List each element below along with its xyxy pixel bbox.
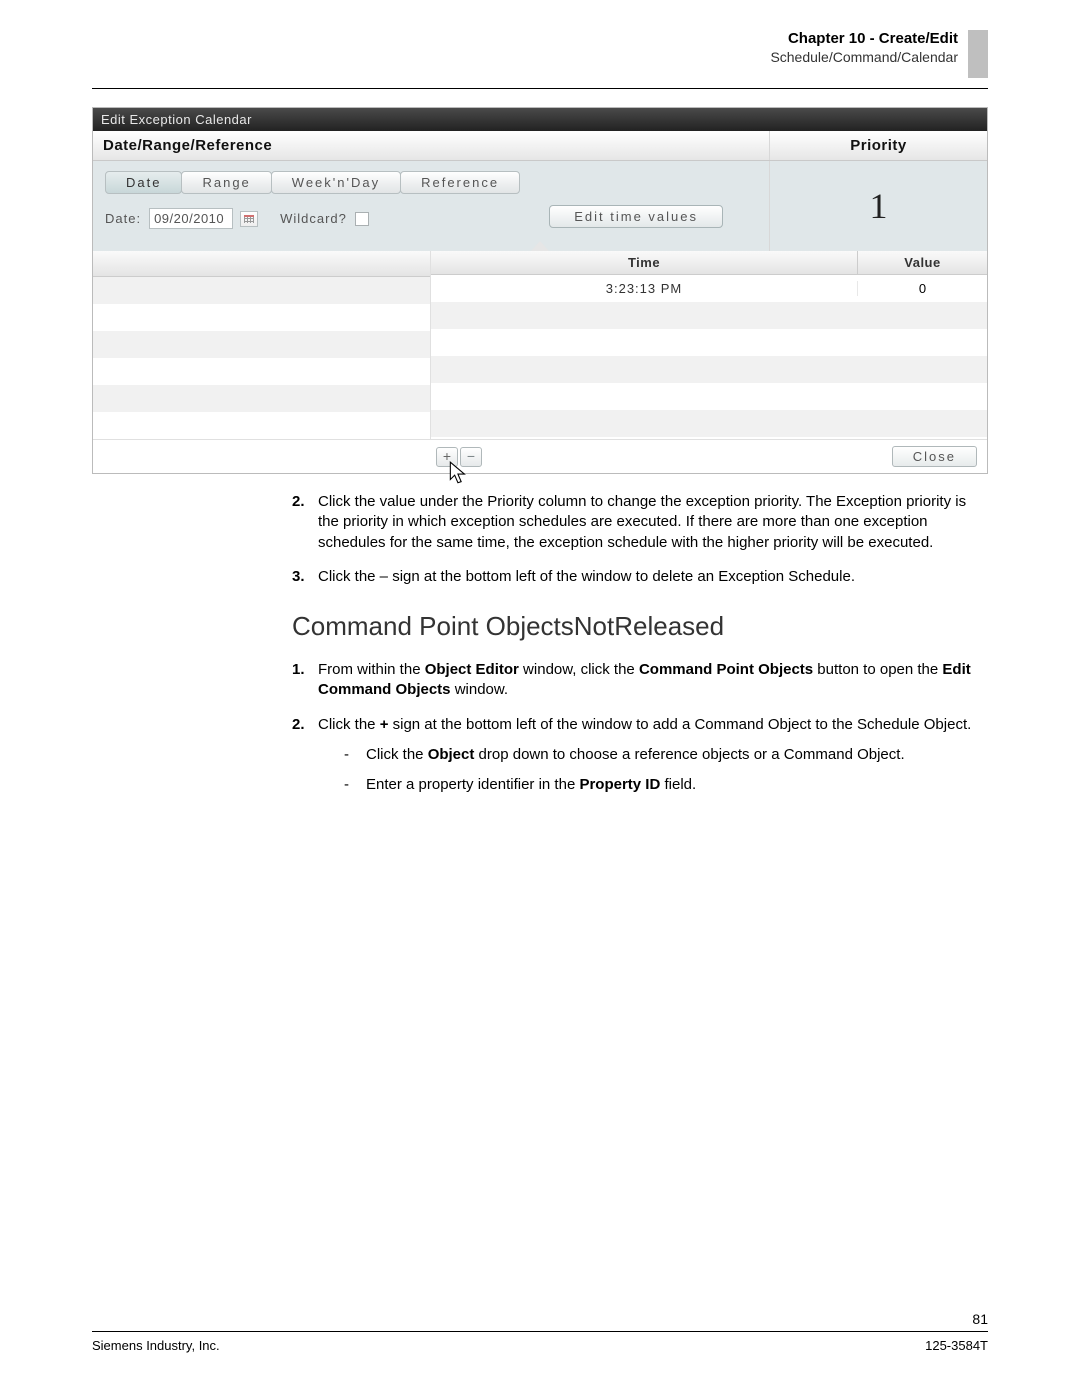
priority-value[interactable]: 1 (870, 185, 888, 227)
document-body: 2. Click the value under the Priority co… (292, 492, 978, 805)
date-input[interactable]: 09/20/2010 (149, 208, 233, 229)
tab-range[interactable]: Range (181, 171, 271, 194)
chapter-subtitle: Schedule/Command/Calendar (770, 49, 958, 65)
text-span: window, click the (519, 661, 639, 678)
col-time: Time (431, 251, 857, 274)
step-number: 1. (292, 660, 318, 701)
tab-date[interactable]: Date (105, 171, 182, 194)
bullet-dash: - (344, 775, 366, 795)
sub-text: Enter a property identifier in the Prope… (366, 775, 696, 795)
grid-spacer (93, 251, 430, 439)
table-row[interactable] (431, 383, 987, 410)
table-row[interactable] (431, 356, 987, 383)
text-span: Click the (366, 746, 428, 763)
chapter-title: Chapter 10 - Create/Edit (770, 30, 958, 47)
col-value: Value (857, 251, 987, 274)
text-span: From within the (318, 661, 425, 678)
table-row[interactable] (431, 329, 987, 356)
cell-value[interactable]: 0 (857, 281, 987, 296)
step-text: Click the – sign at the bottom left of t… (318, 567, 978, 587)
footer-left: Siemens Industry, Inc. (92, 1338, 220, 1353)
header-tab-marker (968, 30, 988, 78)
calendar-icon[interactable] (240, 211, 258, 227)
bullet-dash: - (344, 745, 366, 765)
window-title: Edit Exception Calendar (93, 108, 987, 131)
popover-connector (531, 241, 549, 251)
text-span: window. (451, 681, 509, 698)
tab-reference[interactable]: Reference (400, 171, 520, 194)
cell-time[interactable]: 3:23:13 PM (431, 281, 857, 296)
step-number: 3. (292, 567, 318, 587)
text-span: button to open the (813, 661, 942, 678)
section-date-range-ref: Date/Range/Reference (93, 131, 769, 160)
page-header: Chapter 10 - Create/Edit Schedule/Comman… (92, 30, 988, 89)
step-number: 2. (292, 492, 318, 553)
text-span: Click the (318, 716, 380, 733)
tabs: Date Range Week'n'Day Reference (105, 171, 757, 194)
text-bold: Command Point Objects (639, 661, 813, 678)
text-span: field. (660, 776, 696, 793)
remove-button[interactable]: − (460, 447, 482, 467)
section-heading: Command Point ObjectsNotReleased (292, 609, 978, 644)
text-bold: Property ID (579, 776, 660, 793)
text-span: drop down to choose a reference objects … (474, 746, 904, 763)
edit-time-values-button[interactable]: Edit time values (549, 205, 723, 228)
table-row[interactable] (431, 302, 987, 329)
page-footer: Siemens Industry, Inc. 125-3584T (92, 1331, 988, 1353)
wildcard-label: Wildcard? (280, 211, 347, 226)
text-bold: Object (428, 746, 475, 763)
add-button[interactable]: + (436, 447, 458, 467)
page-number: 81 (972, 1311, 988, 1327)
text-span: Enter a property identifier in the (366, 776, 579, 793)
wildcard-checkbox[interactable] (355, 212, 369, 226)
table-row[interactable] (431, 410, 987, 437)
step-number: 2. (292, 715, 318, 806)
sub-text: Click the Object drop down to choose a r… (366, 745, 905, 765)
exception-calendar-window: Edit Exception Calendar Date/Range/Refer… (92, 107, 988, 474)
footer-right: 125-3584T (925, 1338, 988, 1353)
text-span: sign at the bottom left of the window to… (388, 716, 971, 733)
section-priority: Priority (769, 131, 987, 160)
date-label: Date: (105, 211, 141, 226)
step-text: Click the + sign at the bottom left of t… (318, 715, 978, 806)
close-button[interactable]: Close (892, 446, 977, 467)
time-value-grid: Time Value 3:23:13 PM 0 (430, 251, 987, 439)
step-text: From within the Object Editor window, cl… (318, 660, 978, 701)
text-bold: Object Editor (425, 661, 519, 678)
tab-weeknday[interactable]: Week'n'Day (271, 171, 401, 194)
step-text: Click the value under the Priority colum… (318, 492, 978, 553)
table-row[interactable]: 3:23:13 PM 0 (431, 275, 987, 302)
